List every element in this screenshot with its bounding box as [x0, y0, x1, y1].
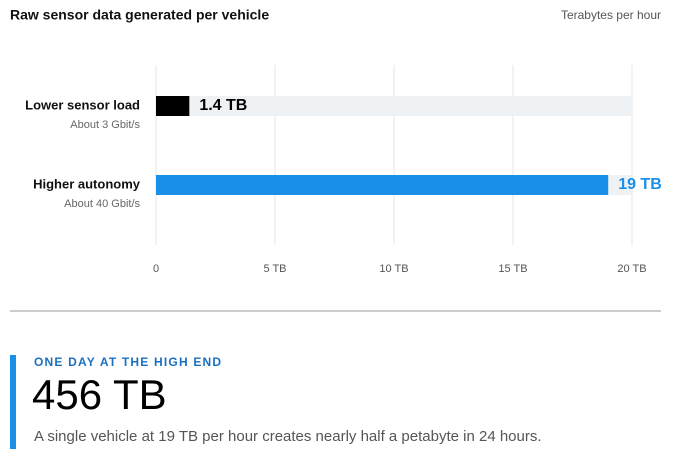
value-label: 1.4 TB [199, 97, 247, 114]
x-tick-label: 20 TB [617, 263, 646, 275]
bar-track [156, 96, 632, 116]
callout-eyebrow: ONE DAY AT THE HIGH END [34, 355, 222, 369]
bar [156, 96, 190, 116]
category-sublabel: About 40 Gbit/s [64, 198, 140, 210]
callout-text: A single vehicle at 19 TB per hour creat… [34, 428, 542, 445]
x-tick-label: 5 TB [263, 263, 286, 275]
chart-title: Raw sensor data generated per vehicle [10, 7, 269, 23]
x-tick-label: 15 TB [498, 263, 527, 275]
category-sublabel: About 3 Gbit/s [70, 119, 140, 131]
value-label: 19 TB [618, 176, 662, 193]
x-tick-label: 0 [153, 263, 159, 275]
bar [156, 175, 609, 195]
category-label: Higher autonomy [33, 176, 141, 191]
x-tick-label: 10 TB [379, 263, 408, 275]
callout-accent [10, 355, 16, 449]
callout-headline: 456 TB [32, 371, 167, 418]
unit-label: Terabytes per hour [561, 8, 661, 22]
category-label: Lower sensor load [25, 97, 140, 112]
